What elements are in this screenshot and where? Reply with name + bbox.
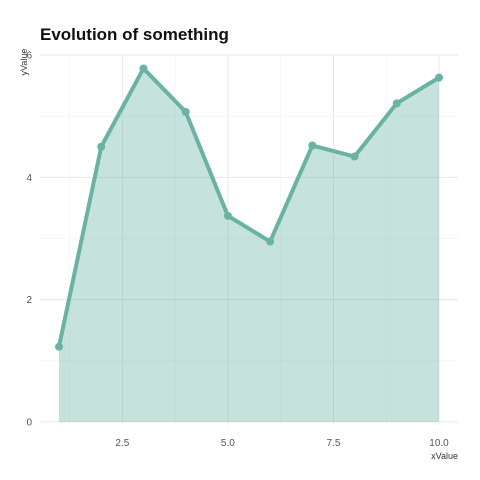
data-point — [308, 141, 317, 150]
grid — [40, 54, 458, 425]
chart-title: Evolution of something — [40, 25, 229, 44]
x-tick-label: 10.0 — [429, 438, 449, 449]
y-axis-label: yValue — [19, 49, 29, 76]
x-tick-label: 2.5 — [115, 438, 129, 449]
y-tick-label: 0 — [26, 417, 32, 428]
area-fill — [59, 68, 439, 422]
data-point — [266, 237, 275, 246]
data-point — [97, 142, 106, 151]
data-point — [350, 152, 359, 161]
y-tick-label: 6 — [26, 51, 32, 62]
data-point — [392, 99, 401, 108]
data-point — [181, 107, 190, 116]
x-tick-label: 5.0 — [221, 438, 235, 449]
x-tick-label: 7.5 — [326, 438, 340, 449]
data-point — [435, 73, 443, 82]
data-point — [223, 211, 232, 220]
y-tick-label: 4 — [26, 173, 32, 184]
x-axis-label: xValue — [431, 451, 458, 461]
tick-labels: 2.5 5.0 7.5 10.0 0 2 4 6 — [26, 51, 449, 450]
series-line — [57, 66, 441, 349]
data-point — [139, 64, 148, 73]
data-points — [55, 64, 443, 351]
y-tick-label: 2 — [26, 295, 32, 306]
data-point — [55, 342, 63, 351]
